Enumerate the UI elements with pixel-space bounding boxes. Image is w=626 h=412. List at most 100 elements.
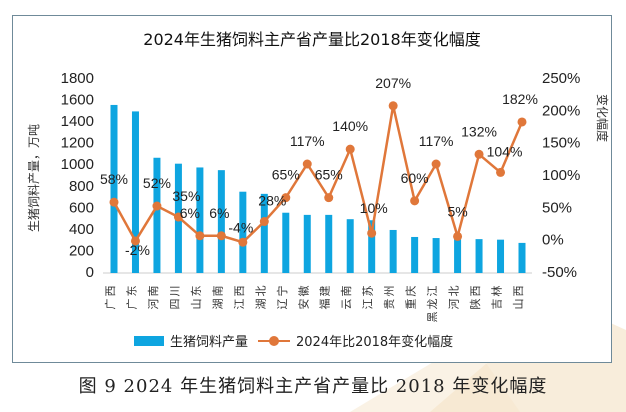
bar — [217, 170, 225, 273]
category-char: 东 — [125, 286, 138, 297]
data-label: 52% — [143, 175, 171, 191]
category-char: 河 — [147, 299, 160, 310]
y2-axis-title: 变化幅度 — [595, 94, 610, 142]
bar — [153, 157, 161, 273]
category-label: 湖北 — [254, 286, 267, 310]
bar — [325, 214, 333, 273]
line-point — [474, 149, 484, 159]
line-point — [109, 197, 119, 207]
line-point — [345, 144, 355, 154]
legend-bar-swatch — [134, 335, 164, 346]
bar — [518, 242, 526, 273]
legend-line-label: 2024年比2018年变化幅度 — [296, 335, 454, 350]
y-tick-label: 1000 — [61, 156, 94, 173]
category-char: 安 — [296, 299, 310, 310]
category-label: 山西 — [512, 286, 525, 310]
data-label: 117% — [290, 133, 325, 149]
category-char: 川 — [168, 286, 181, 297]
y-tick-label: 1800 — [61, 70, 94, 87]
y2-tick-label: 250% — [542, 70, 580, 87]
category-label: 河南 — [147, 286, 160, 310]
line-point — [238, 237, 248, 247]
data-label: 140% — [332, 118, 368, 134]
y-tick-label: 200 — [69, 242, 94, 259]
y-axis-title: 生猪饲料产量，万吨 — [27, 124, 41, 232]
data-labels: 58%-2%52%35%6% 6%-4%28%65%117%65%140%10%2… — [100, 75, 538, 258]
y-tick-label: 1200 — [61, 135, 94, 152]
bar — [239, 191, 247, 273]
category-char: 林 — [490, 286, 504, 297]
line-point — [517, 117, 527, 127]
category-char: 北 — [448, 286, 461, 297]
bar — [303, 214, 311, 273]
line-point — [152, 201, 162, 211]
y-tick-label: 600 — [69, 199, 94, 216]
bar — [475, 239, 483, 273]
legend-line-swatch — [258, 335, 291, 346]
y-tick-label: 1400 — [61, 113, 94, 130]
category-char: 四 — [168, 299, 181, 310]
series-line — [112, 105, 524, 244]
y-tick-label: 800 — [69, 178, 94, 195]
left-axis-ticks: 0 200 400 600 800 1000 1200 1400 1600 1800 — [61, 70, 94, 281]
data-label: 28% — [258, 193, 286, 209]
category-char: 南 — [340, 286, 353, 297]
data-label: 35% — [172, 188, 200, 204]
data-label: 6% — [180, 205, 200, 221]
data-label: 117% — [419, 133, 454, 149]
line-point — [130, 236, 140, 246]
line-point — [302, 159, 312, 169]
line-point — [173, 212, 183, 222]
category-char: 云 — [340, 299, 353, 310]
category-char: 江 — [362, 299, 375, 310]
category-char: 福 — [318, 299, 332, 310]
category-char: 湖 — [211, 299, 224, 310]
bar-series — [110, 104, 526, 274]
line-point — [496, 167, 506, 177]
line-point — [453, 231, 463, 241]
y-tick-label: 400 — [69, 221, 94, 238]
data-label: 65% — [272, 167, 300, 183]
category-char: 辽 — [276, 299, 289, 310]
bar — [432, 238, 440, 273]
category-label: 广东 — [125, 286, 138, 310]
chart-title: 2024年生猪饲料主产省产量比2018年变化幅度 — [143, 30, 481, 49]
category-char: 黑 — [426, 312, 439, 323]
category-char: 西 — [512, 286, 525, 297]
data-label: 5% — [447, 203, 467, 219]
category-label: 河北 — [448, 286, 461, 310]
category-label: 湖南 — [211, 286, 224, 310]
category-char: 湖 — [254, 299, 267, 310]
y2-tick-label: -50% — [542, 264, 577, 281]
line-point — [324, 193, 334, 203]
category-label: 安徽 — [296, 286, 310, 310]
category-label: 福建 — [318, 286, 332, 310]
category-char: 宁 — [275, 286, 289, 297]
data-label: -4% — [228, 219, 253, 235]
data-label: 58% — [100, 171, 128, 187]
line-series — [109, 101, 527, 247]
line-point — [431, 159, 441, 169]
figure-caption: 图 9 2024 年生猪饲料主产省产量比 2018 年变化幅度 — [78, 376, 548, 397]
category-label: 山东 — [190, 286, 203, 310]
category-char: 西 — [104, 286, 117, 297]
line-point — [410, 196, 420, 206]
category-label: 贵州 — [383, 286, 396, 310]
category-label: 江苏 — [362, 286, 375, 310]
category-char: 重 — [404, 299, 418, 310]
category-char: 广 — [104, 299, 117, 310]
category-char: 南 — [147, 286, 160, 297]
data-label: -2% — [125, 242, 150, 258]
bar — [196, 167, 204, 273]
bar — [282, 212, 290, 273]
line-point — [367, 228, 377, 238]
y2-tick-label: 200% — [542, 102, 580, 119]
bar — [260, 193, 268, 273]
category-char: 建 — [318, 286, 332, 297]
category-char: 苏 — [362, 286, 375, 297]
category-char: 江 — [426, 286, 439, 297]
category-char: 南 — [211, 286, 224, 297]
data-label: 207% — [375, 75, 411, 91]
category-char: 陕 — [468, 299, 482, 310]
category-label: 陕西 — [468, 286, 482, 310]
